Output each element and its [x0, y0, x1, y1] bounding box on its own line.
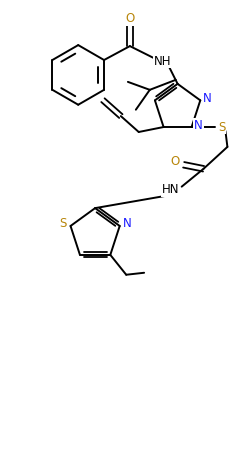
Text: S: S	[218, 120, 225, 133]
Text: N: N	[194, 118, 203, 132]
Text: O: O	[170, 155, 179, 168]
Text: O: O	[125, 12, 134, 25]
Text: NH: NH	[154, 54, 171, 68]
Text: HN: HN	[162, 183, 179, 196]
Text: N: N	[203, 92, 212, 105]
Text: S: S	[59, 217, 66, 231]
Text: N: N	[123, 217, 132, 231]
